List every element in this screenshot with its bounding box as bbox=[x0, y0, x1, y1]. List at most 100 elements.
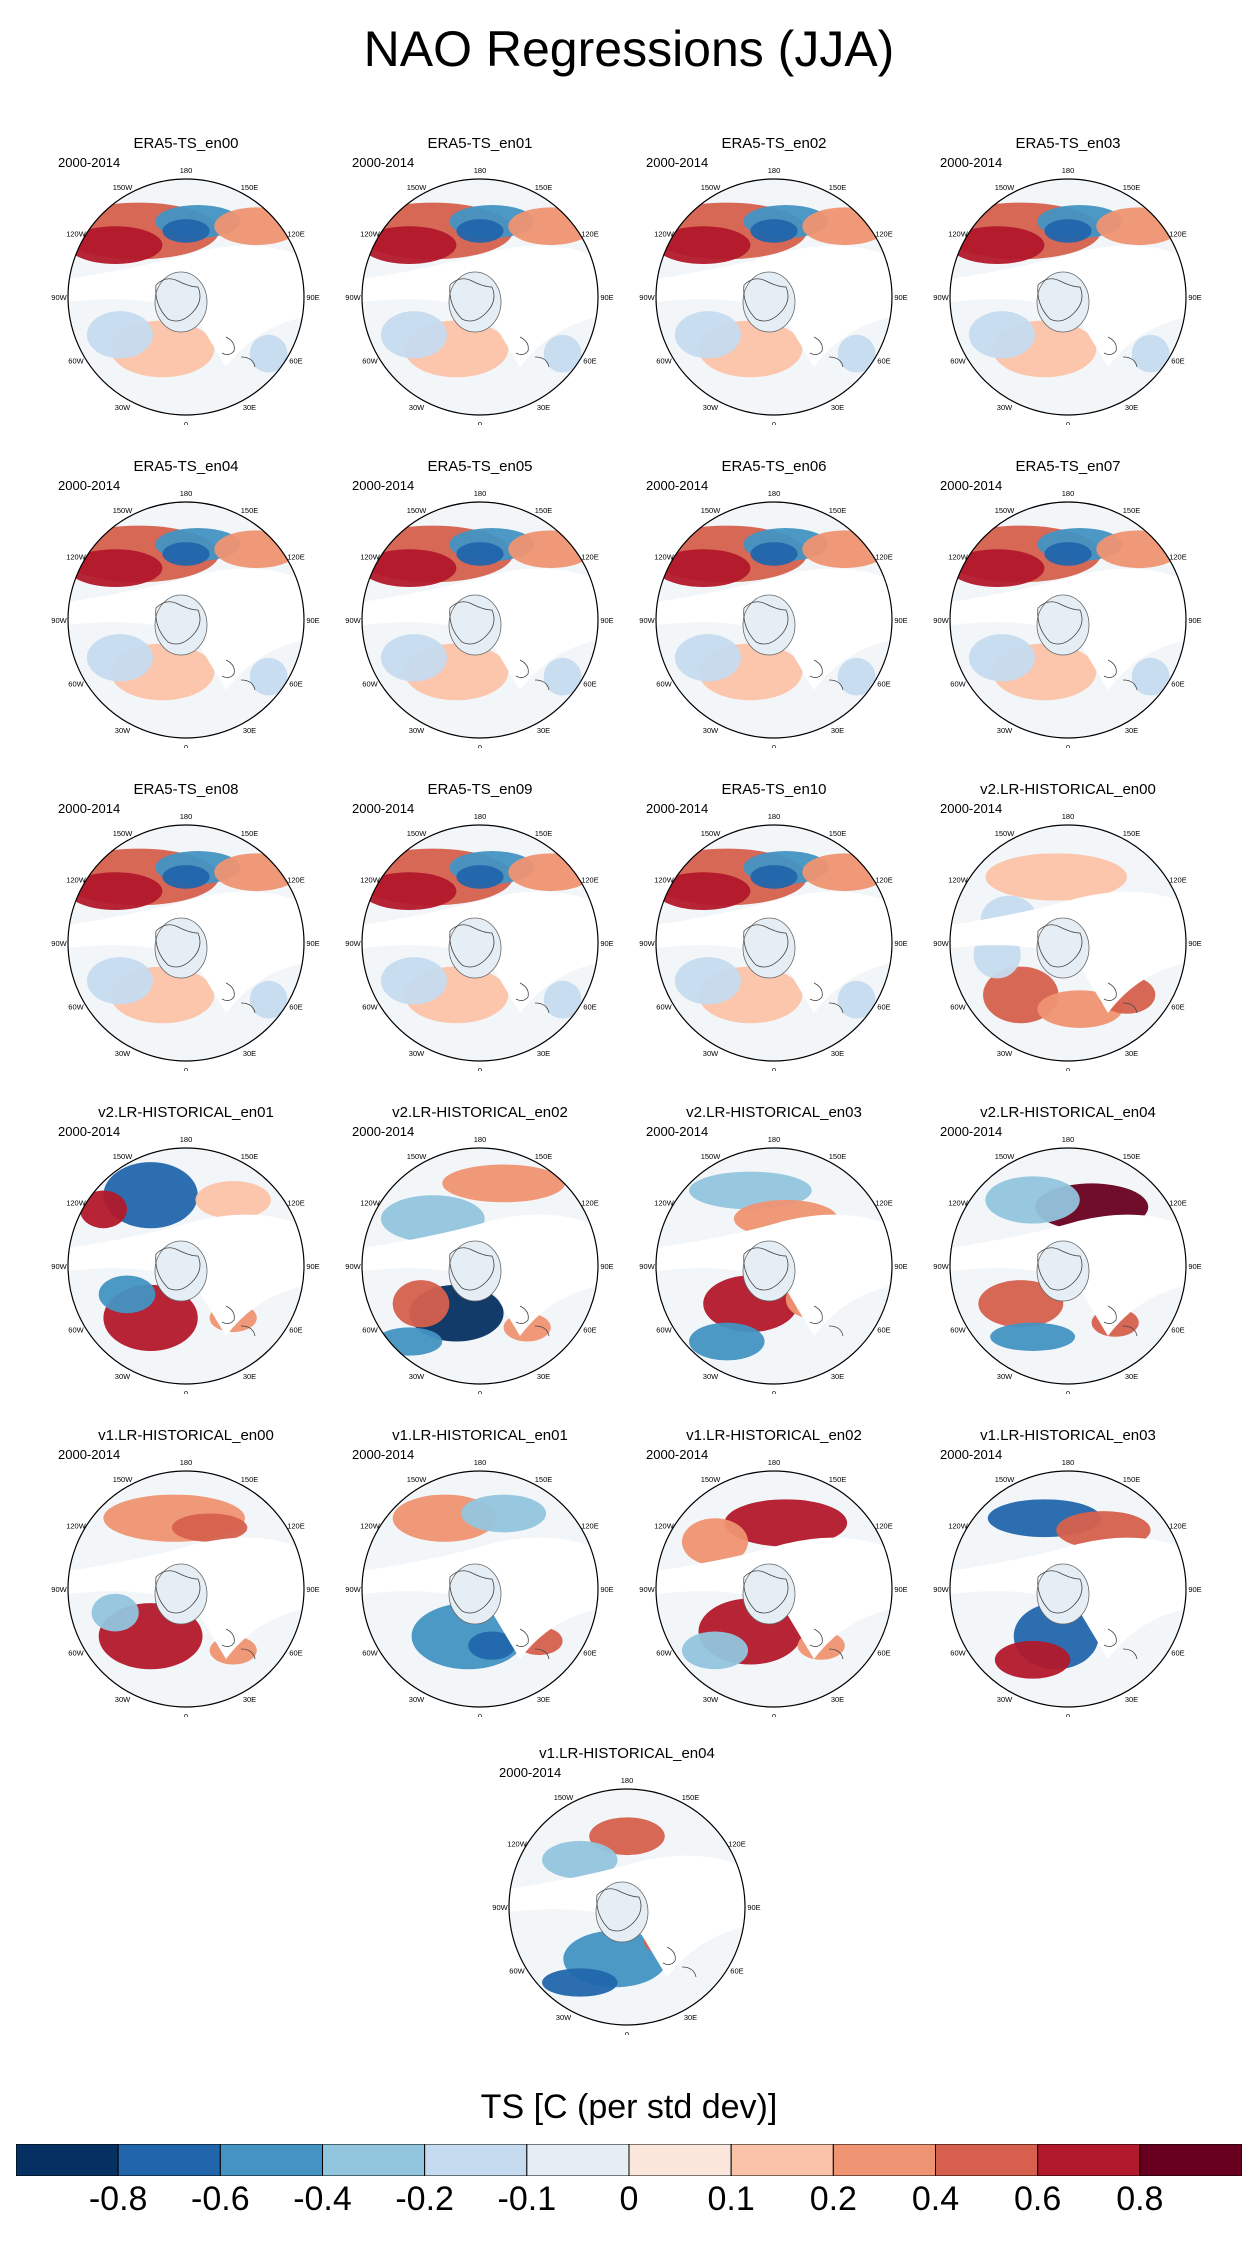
anomaly-region bbox=[950, 226, 1045, 264]
polar-map: 180 150W 150E 120W 120E 90W 90E 60W 60E 30W 30E 0 bbox=[51, 489, 319, 748]
anomaly-region bbox=[86, 957, 153, 1005]
longitude-label: 120W bbox=[507, 1840, 528, 1849]
coastline bbox=[809, 659, 844, 691]
longitude-label: 60W bbox=[362, 680, 378, 689]
longitude-label: 60E bbox=[583, 1326, 596, 1335]
map-panel: ERA5-TS_en07 2000-2014 180 150W 150E 120W 120E… bbox=[928, 458, 1208, 748]
longitude-label: 150W bbox=[113, 1152, 134, 1161]
longitude-label: 150W bbox=[407, 506, 428, 515]
anomaly-region bbox=[1044, 219, 1092, 243]
longitude-label: 150W bbox=[701, 1475, 722, 1484]
coastline bbox=[1037, 278, 1083, 322]
longitude-label: 90E bbox=[894, 1262, 907, 1271]
longitude-label: 30W bbox=[997, 1049, 1013, 1058]
map-panel: v1.LR-HISTORICAL_en01 2000-2014 180 150W 150… bbox=[340, 1427, 620, 1717]
longitude-label: 120W bbox=[948, 1522, 969, 1531]
map-panel: v1.LR-HISTORICAL_en02 2000-2014 180 150W 150… bbox=[634, 1427, 914, 1717]
coastline bbox=[221, 659, 256, 691]
longitude-label: 60E bbox=[877, 1326, 890, 1335]
longitude-label: 90E bbox=[306, 293, 319, 302]
anomaly-region bbox=[1096, 530, 1182, 569]
panel-title: ERA5-TS_en08 bbox=[133, 781, 239, 798]
coastline bbox=[449, 278, 495, 322]
panel-title: ERA5-TS_en09 bbox=[427, 781, 533, 798]
map-boundary bbox=[361, 178, 599, 416]
coastline bbox=[221, 1305, 256, 1337]
longitude-label: 90W bbox=[639, 1262, 655, 1271]
longitude-label: 120W bbox=[360, 553, 381, 562]
longitude-label: 120W bbox=[66, 876, 87, 885]
longitude-label: 150E bbox=[1123, 829, 1141, 838]
anomaly-region bbox=[376, 1327, 443, 1356]
longitude-label: 0 bbox=[625, 2030, 629, 2035]
longitude-label: 120W bbox=[654, 553, 675, 562]
longitude-label: 120E bbox=[875, 230, 893, 239]
longitude-label: 180 bbox=[474, 1458, 487, 1467]
map-boundary bbox=[655, 1147, 893, 1385]
longitude-label: 60W bbox=[362, 1003, 378, 1012]
longitude-label: 180 bbox=[474, 1135, 487, 1144]
longitude-label: 150E bbox=[241, 829, 259, 838]
longitude-label: 30W bbox=[703, 403, 719, 412]
map-boundary bbox=[655, 824, 893, 1062]
longitude-label: 150W bbox=[995, 1152, 1016, 1161]
page-title: NAO Regressions (JJA) bbox=[363, 21, 895, 77]
longitude-label: 120E bbox=[287, 1199, 305, 1208]
longitude-label: 30E bbox=[537, 403, 550, 412]
anomaly-region bbox=[750, 219, 798, 243]
longitude-label: 30E bbox=[1125, 403, 1138, 412]
panel-title: ERA5-TS_en04 bbox=[133, 458, 239, 475]
longitude-label: 180 bbox=[768, 489, 781, 498]
anomaly-region bbox=[162, 219, 210, 243]
longitude-label: 120W bbox=[654, 876, 675, 885]
longitude-label: 90E bbox=[600, 1585, 613, 1594]
longitude-label: 30E bbox=[1125, 1695, 1138, 1704]
map-panel: ERA5-TS_en06 2000-2014 180 150W 150E 120W 120E… bbox=[634, 458, 914, 748]
anomaly-region bbox=[508, 853, 594, 892]
longitude-label: 150E bbox=[535, 183, 553, 192]
coastline bbox=[1037, 601, 1083, 645]
anomaly-region bbox=[392, 1280, 450, 1328]
longitude-label: 180 bbox=[180, 812, 193, 821]
map-boundary bbox=[949, 501, 1187, 739]
map-panel: v2.LR-HISTORICAL_en04 2000-2014 180 150W 150… bbox=[928, 1104, 1208, 1394]
map-boundary bbox=[361, 1470, 599, 1708]
longitude-label: 90W bbox=[492, 1903, 508, 1912]
anomaly-region bbox=[79, 1190, 127, 1229]
longitude-label: 120E bbox=[581, 1522, 599, 1531]
coastline bbox=[449, 924, 495, 968]
panel-years: 2000-2014 bbox=[940, 1447, 1003, 1462]
longitude-label: 30E bbox=[537, 1695, 550, 1704]
longitude-label: 150W bbox=[995, 829, 1016, 838]
colorbar-swatch bbox=[117, 2144, 221, 2176]
longitude-label: 180 bbox=[474, 489, 487, 498]
coastline bbox=[155, 278, 201, 322]
longitude-label: 120W bbox=[654, 230, 675, 239]
longitude-label: 0 bbox=[1066, 743, 1070, 748]
colorbar-swatch bbox=[16, 2144, 119, 2176]
polar-map: 180 150W 150E 120W 120E 90W 90E 60W 60E 30W 30E 0 bbox=[933, 489, 1201, 748]
anomaly-region bbox=[543, 334, 582, 373]
longitude-label: 90W bbox=[51, 1585, 67, 1594]
polar-map: 180 150W 150E 120W 120E 90W 90E 60W 60E 30W 30E 0 bbox=[345, 489, 613, 748]
panel-years: 2000-2014 bbox=[940, 478, 1003, 493]
coastline bbox=[221, 1628, 256, 1660]
longitude-label: 90W bbox=[51, 293, 67, 302]
longitude-label: 150E bbox=[535, 829, 553, 838]
longitude-label: 180 bbox=[768, 1458, 781, 1467]
longitude-label: 90W bbox=[639, 939, 655, 948]
polar-map: 180 150W 150E 120W 120E 90W 90E 60W 60E 30W 30E 0 bbox=[933, 1458, 1201, 1717]
longitude-label: 0 bbox=[1066, 1712, 1070, 1717]
longitude-label: 90E bbox=[1188, 616, 1201, 625]
anomaly-region bbox=[542, 1840, 618, 1879]
longitude-label: 120W bbox=[654, 1522, 675, 1531]
polar-map: 180 150W 150E 120W 120E 90W 90E 60W 60E 30W 30E 0 bbox=[639, 1135, 907, 1394]
coastline bbox=[809, 336, 844, 368]
longitude-label: 60E bbox=[1171, 357, 1184, 366]
map-boundary bbox=[361, 501, 599, 739]
longitude-label: 30E bbox=[243, 1695, 256, 1704]
longitude-label: 0 bbox=[184, 1066, 188, 1071]
anomaly-region bbox=[362, 549, 457, 587]
anomaly-region bbox=[968, 311, 1035, 359]
longitude-label: 30W bbox=[115, 1695, 131, 1704]
